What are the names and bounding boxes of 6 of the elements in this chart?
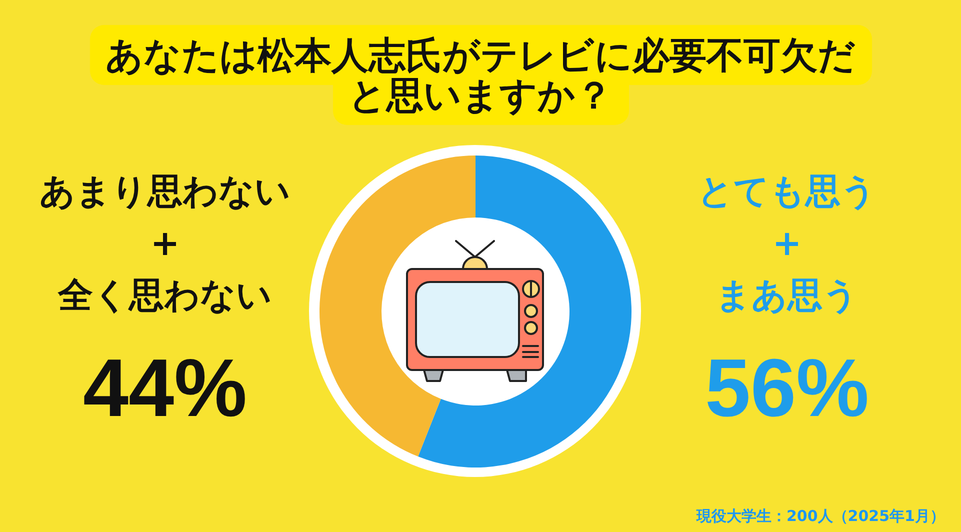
chart-title: あなたは松本人志氏がテレビに必要不可欠だと思いますか？ bbox=[104, 34, 856, 117]
data-label: 44% bbox=[82, 343, 248, 434]
slice-label: とても思う + まあ思う bbox=[696, 171, 878, 318]
text: 現役大学生：200人（2025年1月） bbox=[696, 507, 945, 526]
slice-label: あまり思わない + 全く思わない bbox=[38, 171, 292, 318]
data-label: 56% bbox=[704, 343, 870, 434]
